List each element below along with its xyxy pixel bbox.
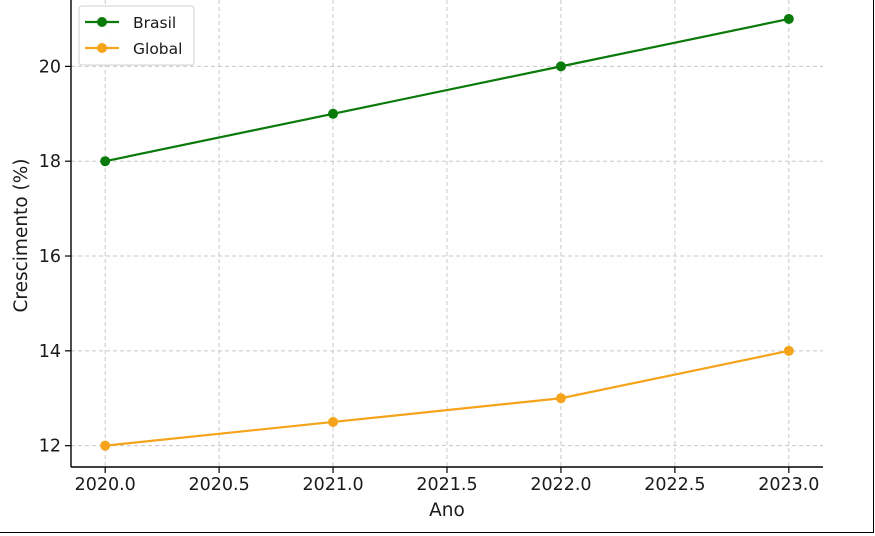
x-tick-label: 2021.0 xyxy=(302,475,363,495)
data-point xyxy=(328,416,339,427)
y-tick-label: 14 xyxy=(39,342,61,362)
legend-label: Brasil xyxy=(133,14,176,32)
data-series xyxy=(100,13,794,451)
legend-label: Global xyxy=(133,40,182,58)
x-tick-label: 2023.0 xyxy=(758,475,819,495)
axes xyxy=(65,0,823,473)
y-tick-label: 18 xyxy=(39,152,61,172)
data-point xyxy=(783,13,794,24)
x-tick-label: 2022.5 xyxy=(644,475,705,495)
series-global xyxy=(100,345,794,451)
y-tick-label: 12 xyxy=(39,437,61,457)
y-tick-label: 20 xyxy=(39,57,61,77)
x-tick-label: 2020.5 xyxy=(189,475,250,495)
data-point xyxy=(100,156,111,167)
x-tick-label: 2020.0 xyxy=(75,475,136,495)
legend-marker xyxy=(97,17,107,27)
x-axis-label: Ano xyxy=(429,500,465,521)
series-brasil xyxy=(100,13,794,167)
legend-entry: Global xyxy=(85,40,182,58)
legend-marker xyxy=(97,43,107,53)
data-point xyxy=(328,108,339,119)
data-point xyxy=(100,440,111,451)
y-tick-label: 16 xyxy=(39,247,61,267)
legend-entry: Brasil xyxy=(85,14,176,32)
data-point xyxy=(783,345,794,356)
legend-box xyxy=(78,5,195,66)
x-tick-label: 2022.0 xyxy=(530,475,591,495)
grid-lines xyxy=(71,0,823,467)
data-point xyxy=(555,393,566,404)
series-line xyxy=(105,349,790,447)
legend: Brasil Global xyxy=(78,5,195,66)
y-axis-label: Crescimento (%) xyxy=(11,158,32,312)
x-tick-label: 2021.5 xyxy=(416,475,477,495)
series-line xyxy=(104,17,790,163)
tick-labels: 2020.0 2020.5 2021.0 2021.5 2022.0 2022.5 2023… xyxy=(39,57,820,495)
data-point xyxy=(555,61,566,72)
